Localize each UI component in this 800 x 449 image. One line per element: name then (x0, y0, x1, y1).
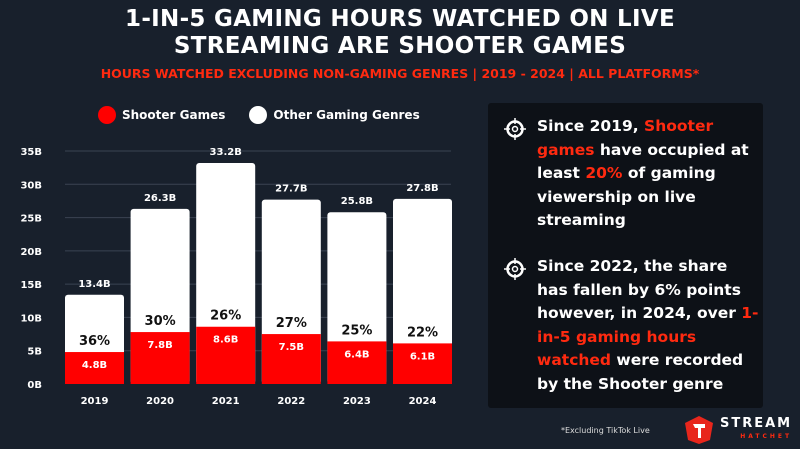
y-tick-label: 0B (27, 380, 42, 391)
share-label: 22% (407, 325, 438, 340)
legend-label: Shooter Games (122, 108, 226, 122)
bar-shooter (130, 332, 190, 384)
legend-swatch-other (249, 106, 268, 124)
stream-hatchet-logo: STREAM HATCHET (684, 415, 792, 445)
logo-line2: HATCHET (740, 433, 793, 440)
insight-segment: Since 2022, the share has fallen by 6% p… (537, 257, 742, 322)
bar-shooter (327, 341, 387, 384)
hatchet-logo-icon (685, 416, 713, 444)
insight-segment: were recorded by the Shooter genre (537, 351, 744, 393)
footnote: *Excluding TikTok Live (561, 426, 650, 435)
x-tick-label: 2019 (81, 396, 109, 407)
highlight-text: 1-in-5 gaming hours watched (537, 304, 759, 369)
crosshair-icon (504, 258, 526, 280)
subtitle: HOURS WATCHED EXCLUDING NON-GAMING GENRE… (100, 66, 700, 81)
y-tick-label: 20B (20, 247, 42, 258)
total-label: 33.2B (210, 147, 242, 158)
shooter-value-label: 6.4B (344, 349, 369, 360)
legend: Shooter Games Other Gaming Genres (98, 106, 420, 124)
x-tick-label: 2021 (212, 396, 240, 407)
bar-shooter (393, 343, 452, 384)
legend-swatch-shooter (98, 106, 116, 124)
bar-shooter (261, 334, 321, 384)
legend-item-shooter: Shooter Games (98, 106, 225, 124)
shooter-value-label: 7.5B (279, 342, 304, 353)
y-tick-label: 35B (20, 147, 42, 158)
y-tick-label: 25B (20, 214, 42, 225)
title-line-1: 1-IN-5 GAMING HOURS WATCHED ON LIVE (125, 6, 675, 32)
total-label: 25.8B (341, 196, 373, 207)
bar-chart: 0B 5B 10B 15B 20B 25B 30B 35B 13.4B 4.8B 36% 2019 26… (20, 147, 452, 407)
highlight-text: Shooter games (537, 117, 714, 159)
bar-shooter (196, 326, 256, 384)
logo-text: STREAM HATCHET (720, 417, 792, 443)
shooter-value-label: 6.1B (410, 351, 435, 362)
shooter-value-label: 4.8B (82, 360, 107, 371)
legend-label: Other Gaming Genres (273, 108, 420, 122)
y-tick-label: 10B (20, 313, 42, 324)
bar-other (327, 212, 387, 384)
shooter-value-label: 7.8B (147, 340, 172, 351)
share-label: 30% (145, 314, 176, 329)
page-title: 1-IN-5 GAMING HOURS WATCHED ON LIVE STRE… (0, 6, 800, 60)
legend-item-other: Other Gaming Genres (249, 106, 420, 124)
x-tick-label: 2024 (409, 396, 437, 407)
x-tick-label: 2020 (146, 396, 174, 407)
share-label: 26% (210, 309, 241, 324)
title-line-2: STREAMING ARE SHOOTER GAMES (173, 33, 627, 59)
logo-line1: STREAM (720, 416, 793, 431)
total-label: 13.4B (78, 279, 110, 290)
share-label: 27% (276, 316, 307, 331)
total-label: 27.8B (406, 183, 438, 194)
crosshair-icon (504, 118, 526, 140)
x-tick-label: 2022 (277, 396, 305, 407)
insight-text: Since 2019, Shooter games have occupied … (537, 115, 762, 233)
insight-segment: Since 2019, (537, 117, 645, 135)
y-tick-label: 15B (20, 280, 42, 291)
insight-segment: of gaming viewership on live streaming (537, 164, 716, 229)
insight-text: Since 2022, the share has fallen by 6% p… (537, 255, 762, 396)
y-tick-label: 5B (27, 347, 42, 358)
insights-panel: Since 2019, Shooter games have occupied … (488, 103, 763, 408)
highlight-text: 20% (585, 164, 623, 182)
share-label: 36% (79, 334, 110, 349)
bar-other (393, 198, 452, 384)
total-label: 26.3B (144, 193, 176, 204)
shooter-value-label: 8.6B (213, 335, 238, 346)
total-label: 27.7B (275, 184, 307, 195)
insight-segment: have occupied at least (537, 140, 749, 183)
y-tick-label: 30B (20, 180, 42, 191)
x-tick-label: 2023 (343, 396, 371, 407)
share-label: 25% (341, 323, 372, 338)
bar-shooter (65, 352, 124, 384)
